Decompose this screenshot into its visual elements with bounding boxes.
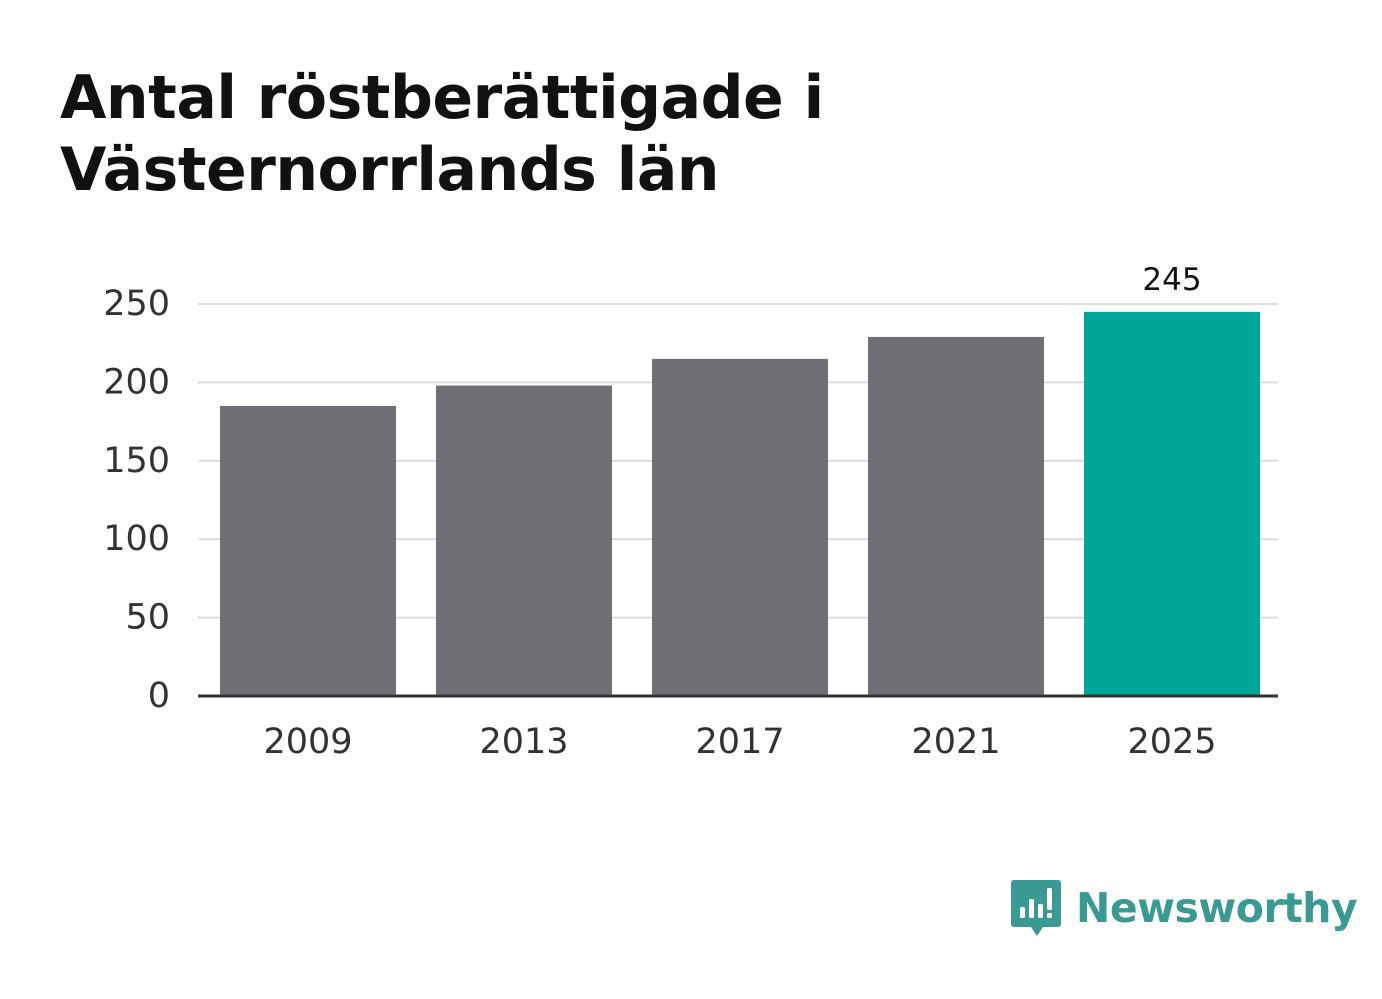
x-tick-label: 2021 bbox=[911, 722, 1000, 762]
bars bbox=[220, 311, 1260, 696]
bar-2013 bbox=[436, 385, 612, 696]
x-tick-label: 2025 bbox=[1127, 722, 1216, 762]
y-tick-label: 250 bbox=[103, 284, 170, 324]
y-tick-label: 50 bbox=[125, 598, 170, 638]
y-tick-label: 150 bbox=[103, 441, 170, 481]
x-tick-label: 2017 bbox=[695, 722, 784, 762]
bar-2025 bbox=[1084, 311, 1260, 696]
x-tick-label: 2009 bbox=[263, 722, 352, 762]
brand-logo: Newsworthy bbox=[1010, 878, 1358, 938]
y-tick-label: 200 bbox=[103, 362, 170, 402]
data-label: 245 bbox=[1142, 262, 1201, 298]
y-tick-label: 0 bbox=[148, 676, 170, 716]
bar-2017 bbox=[652, 358, 828, 696]
chart-title: Antal röstberättigade i Västernorrlands … bbox=[60, 63, 824, 205]
data-labels: 245 bbox=[1142, 262, 1201, 298]
brand-name: Newsworthy bbox=[1076, 884, 1358, 932]
y-tick-label: 100 bbox=[103, 519, 170, 559]
bar-2009 bbox=[220, 405, 396, 696]
y-axis-ticks: 0 50 100 150 200 250 bbox=[103, 284, 170, 716]
x-axis-ticks: 2009 2013 2017 2021 2025 bbox=[263, 722, 1216, 762]
bar-2021 bbox=[868, 336, 1044, 696]
newsworthy-logo-icon bbox=[1011, 880, 1061, 936]
x-tick-label: 2013 bbox=[479, 722, 568, 762]
